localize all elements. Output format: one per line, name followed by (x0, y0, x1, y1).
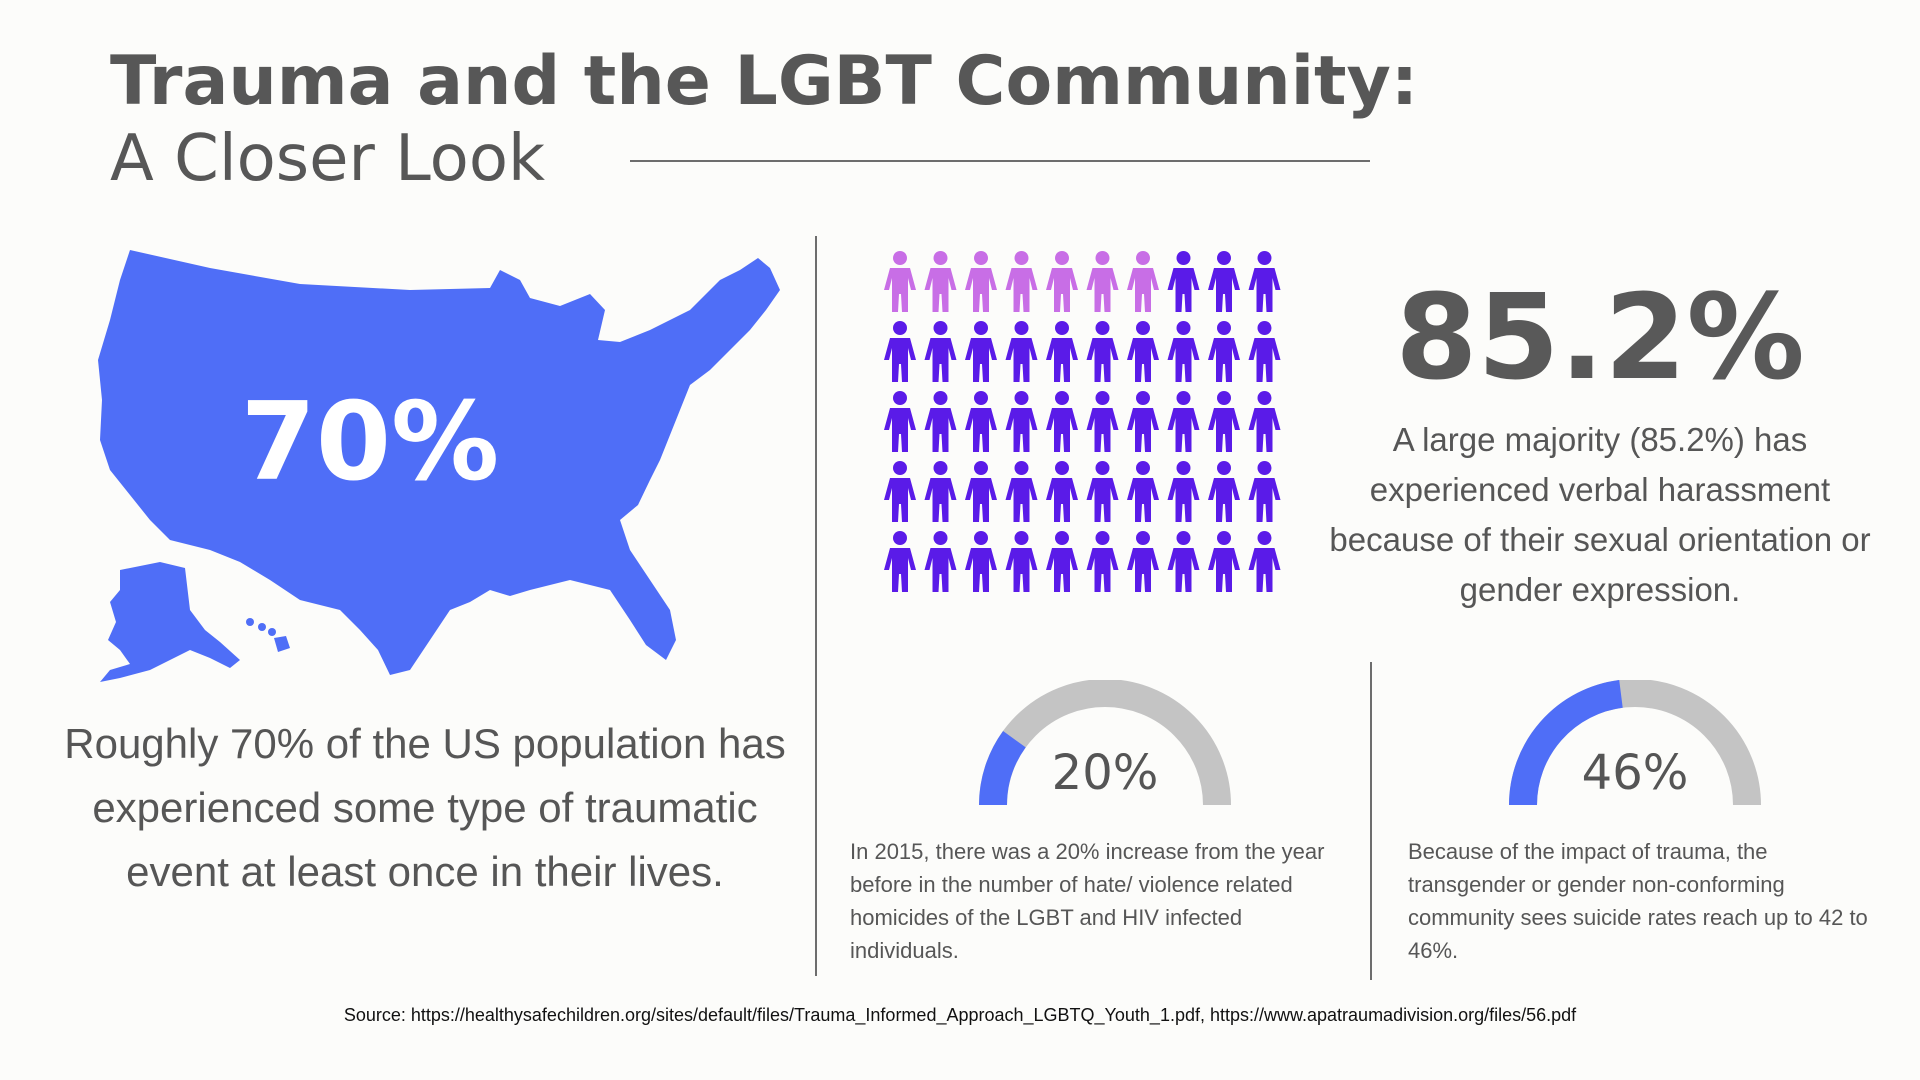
page-title: Trauma and the LGBT Community: (110, 42, 1419, 121)
person-icon (1046, 531, 1078, 592)
person-icon (965, 461, 997, 522)
person-icon (1167, 461, 1200, 522)
left-description: Roughly 70% of the US population has exp… (64, 720, 786, 895)
person-icon (965, 321, 997, 382)
gauge-fill (979, 730, 1026, 806)
person-icon (1127, 531, 1159, 592)
person-icon (1046, 461, 1078, 522)
person-icon (1167, 321, 1200, 382)
harassment-description: A large majority (85.2%) has experienced… (1329, 421, 1871, 608)
person-icon (1086, 531, 1119, 592)
person-icon (1005, 531, 1038, 592)
person-icon (884, 251, 916, 312)
gauge-suicide (1509, 680, 1761, 806)
person-icon (1208, 321, 1240, 382)
person-icon (1046, 251, 1078, 312)
person-icon (884, 391, 916, 452)
person-icon (1046, 391, 1078, 452)
source-citation: Source: https://healthysafechildren.org/… (343, 1005, 1577, 1025)
gauge-homicides (979, 680, 1231, 806)
person-icon (1208, 531, 1240, 592)
person-icon (1248, 461, 1281, 522)
person-icon (1127, 461, 1159, 522)
suicide-percentage: 46% (1581, 745, 1689, 801)
person-icon (1127, 321, 1159, 382)
person-icon (924, 531, 957, 592)
person-icon (1086, 251, 1119, 312)
map-percentage: 70% (240, 380, 500, 505)
person-icon (1167, 391, 1200, 452)
main-divider (815, 236, 817, 976)
person-icon (1005, 321, 1038, 382)
title-underline (630, 160, 1370, 162)
person-icon (1208, 461, 1240, 522)
person-icon (1248, 251, 1281, 312)
gauge-divider (1370, 662, 1372, 980)
gauge-fill (1509, 680, 1624, 806)
us-map-icon (98, 250, 780, 682)
person-icon (1086, 321, 1119, 382)
person-icon (1167, 251, 1200, 312)
person-icon (1005, 391, 1038, 452)
person-icon (1046, 321, 1078, 382)
person-icon (924, 461, 957, 522)
person-icon (1127, 251, 1159, 312)
people-pictograph (884, 251, 1281, 592)
person-icon (1127, 391, 1159, 452)
person-icon (924, 391, 957, 452)
person-icon (924, 251, 957, 312)
suicide-description: Because of the impact of trauma, the tra… (1408, 839, 1868, 963)
person-icon (1248, 321, 1281, 382)
person-icon (884, 321, 916, 382)
person-icon (1167, 531, 1200, 592)
person-icon (1208, 251, 1240, 312)
homicides-percentage: 20% (1051, 745, 1159, 801)
person-icon (884, 461, 916, 522)
homicides-description: In 2015, there was a 20% increase from t… (850, 839, 1325, 963)
person-icon (1248, 531, 1281, 592)
person-icon (1086, 391, 1119, 452)
person-icon (1248, 391, 1281, 452)
person-icon (884, 531, 916, 592)
person-icon (965, 391, 997, 452)
harassment-percentage: 85.2% (1395, 268, 1805, 406)
person-icon (1005, 461, 1038, 522)
person-icon (924, 321, 957, 382)
person-icon (1086, 461, 1119, 522)
person-icon (965, 531, 997, 592)
page-subtitle: A Closer Look (110, 122, 546, 196)
person-icon (965, 251, 997, 312)
person-icon (1005, 251, 1038, 312)
person-icon (1208, 391, 1240, 452)
